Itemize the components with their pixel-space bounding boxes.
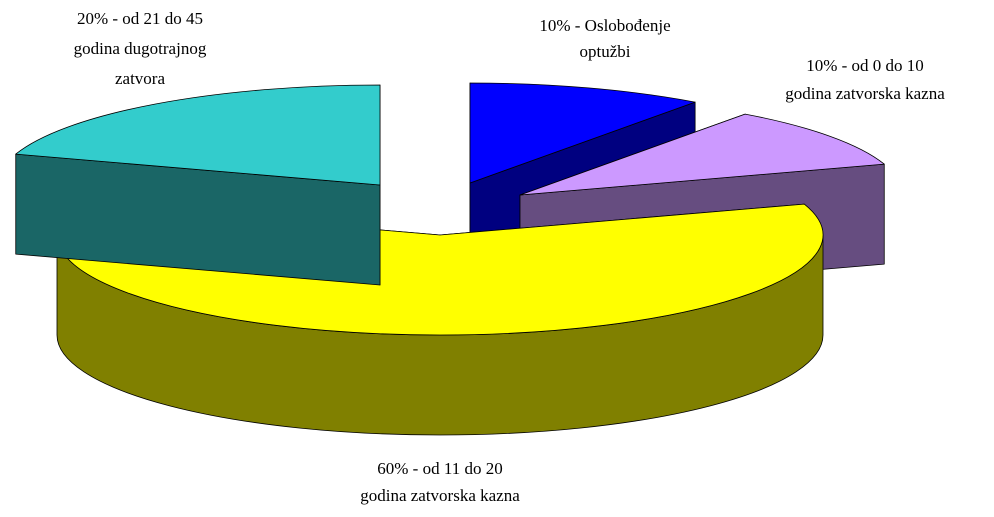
data-label: 10% - Oslobođenje (539, 16, 670, 35)
data-label: godina dugotrajnog (74, 39, 207, 58)
data-label: 10% - od 0 do 10 (806, 56, 924, 75)
data-label: zatvora (115, 69, 165, 88)
slice (519, 113, 885, 196)
data-label: 20% - od 21 do 45 (77, 9, 203, 28)
data-label: 60% - od 11 do 20 (377, 459, 502, 478)
data-label: godina zatvorska kazna (360, 486, 520, 505)
slice (469, 82, 696, 184)
data-label: godina zatvorska kazna (785, 84, 945, 103)
slice (15, 84, 381, 186)
data-label: optužbi (580, 42, 631, 61)
